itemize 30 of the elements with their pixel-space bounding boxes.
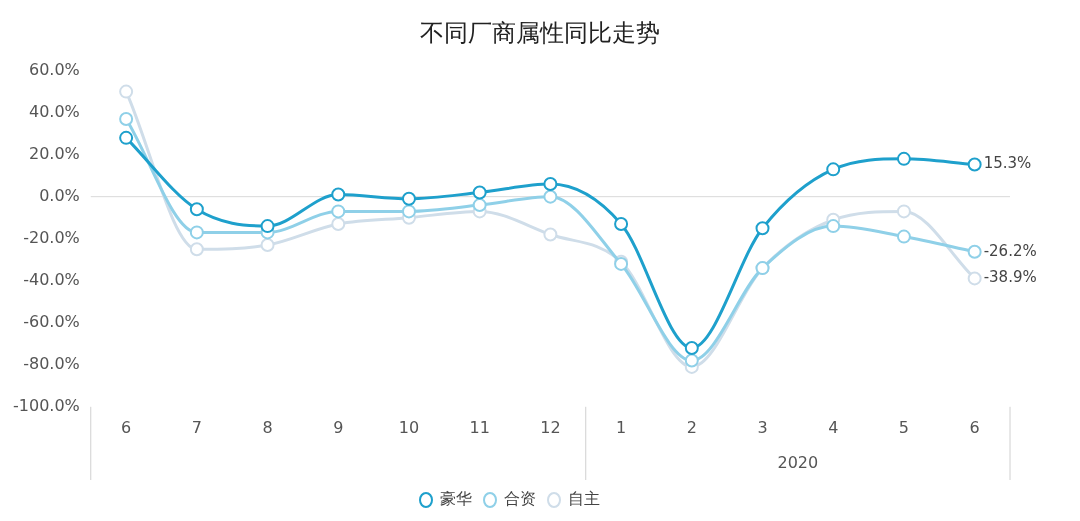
x-tick-label: 6 [969, 417, 980, 437]
text: 2020 [777, 453, 819, 473]
chart-title: 不同厂商属性同比走势 [419, 18, 661, 49]
y-tick-label: -100.0% [13, 395, 80, 415]
x-tick-label: 7 [191, 417, 202, 437]
x-tick-label: 5 [898, 417, 910, 437]
y-tick-label: 20.0% [28, 143, 80, 163]
y-tick-label: -60.0% [23, 311, 80, 331]
x-tick-label: 11 [469, 417, 490, 437]
x-tick-label: 1 [616, 417, 627, 437]
x-tick-label: 3 [757, 417, 768, 437]
x-tick-label: 12 [540, 417, 561, 437]
data-label: 15.3% [983, 154, 1032, 173]
legend-label: 自主 [568, 489, 600, 509]
data-label: -38.9% [983, 268, 1037, 287]
legend-label: 豪华 [440, 489, 472, 509]
x-tick-label: 4 [828, 417, 839, 437]
data-label: -26.2% [983, 241, 1037, 260]
x-tick-label: 10 [398, 417, 420, 437]
legend-label: 合资 [504, 489, 536, 509]
y-tick-label: 0.0% [39, 185, 80, 205]
x-tick-label: 9 [333, 417, 344, 437]
y-tick-label: -20.0% [23, 227, 80, 247]
y-tick-label: -80.0% [23, 353, 80, 373]
x-tick-label: 6 [121, 417, 132, 437]
y-tick-label: 40.0% [28, 101, 80, 121]
x-tick-label: 8 [262, 417, 273, 437]
y-tick-label: 60.0% [28, 59, 80, 79]
y-tick-label: -40.0% [23, 269, 80, 289]
x-tick-label: 2 [686, 417, 697, 437]
